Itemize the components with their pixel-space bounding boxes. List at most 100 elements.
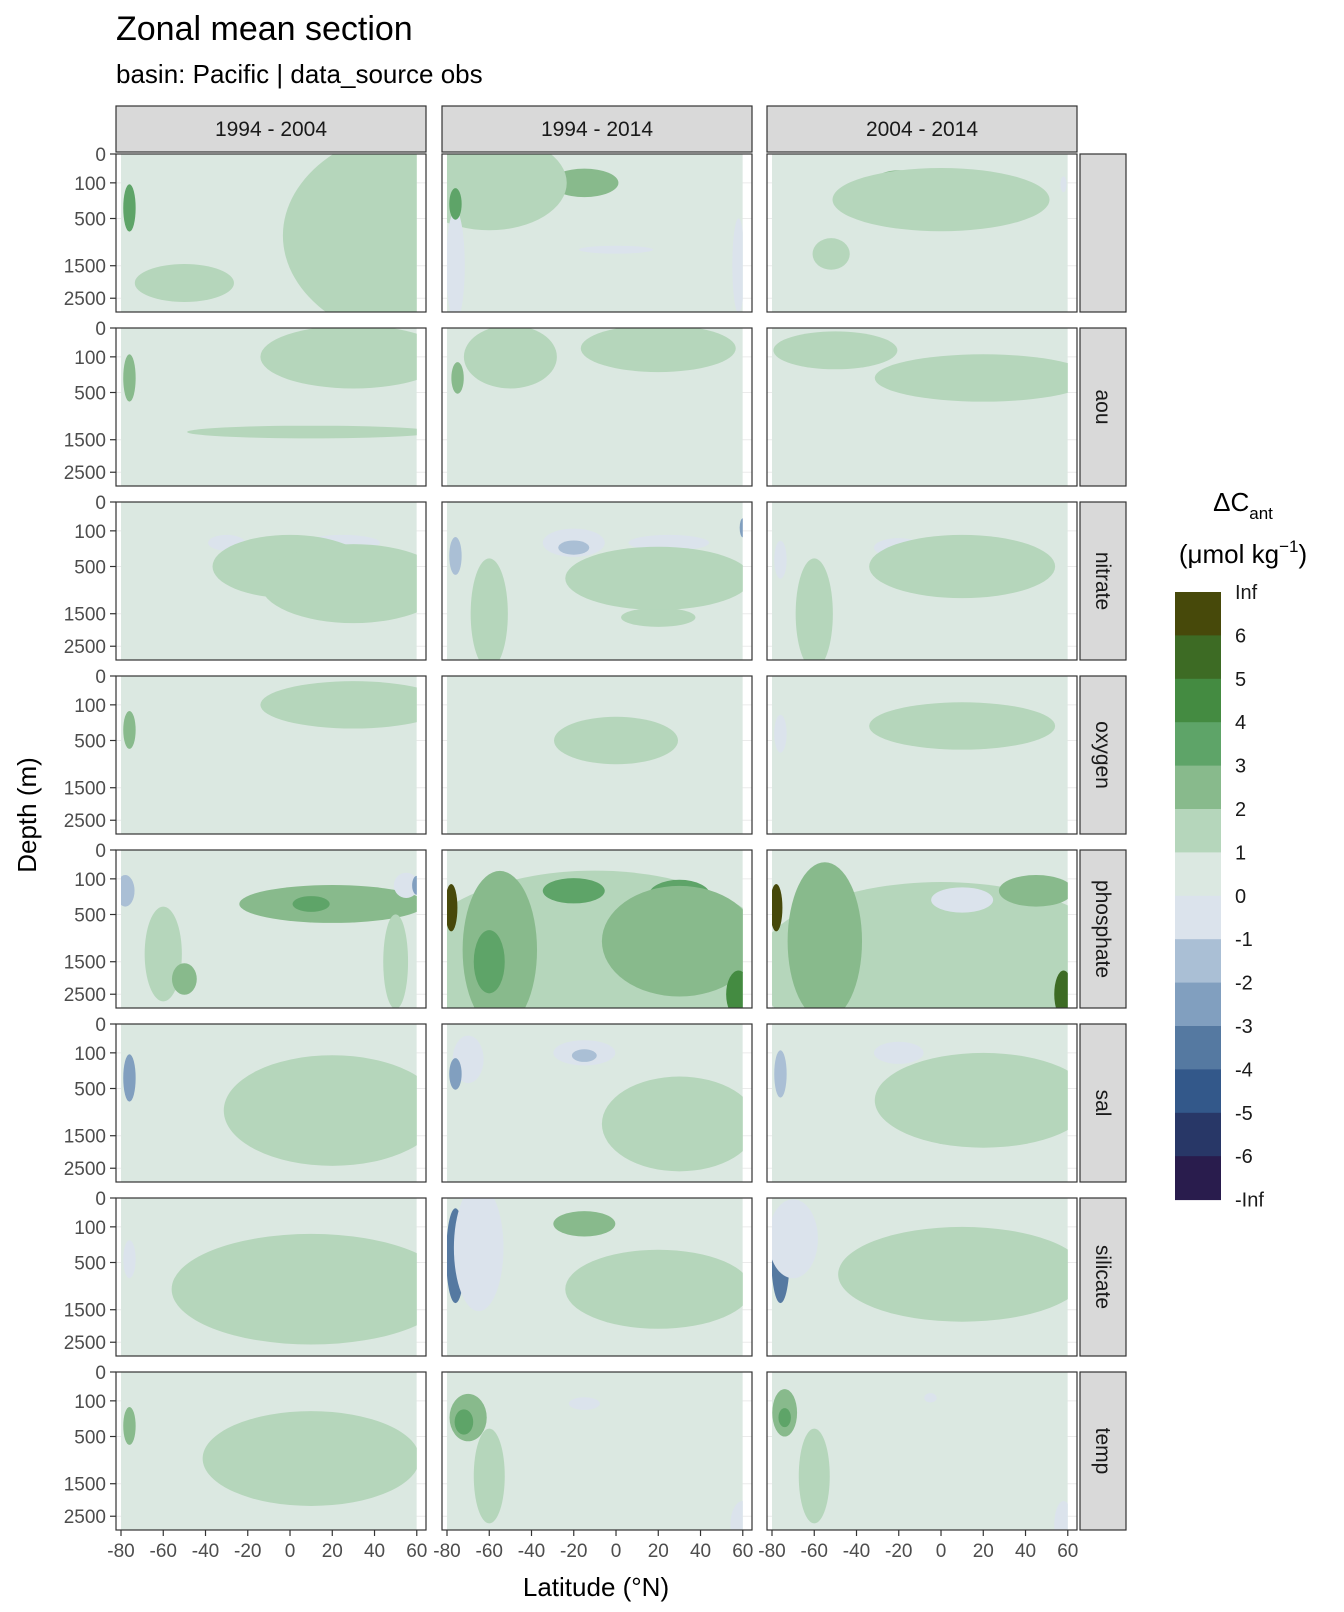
y-tick-label: 1500 xyxy=(64,257,106,278)
y-tick-label: 1500 xyxy=(64,431,106,452)
y-tick-label: 100 xyxy=(74,1044,106,1065)
column-strip xyxy=(766,105,1078,153)
legend-label: 4 xyxy=(1235,712,1246,734)
facet-panel xyxy=(115,675,427,835)
contour-feature xyxy=(621,607,696,627)
contour-feature xyxy=(123,1407,136,1445)
contour-feature xyxy=(772,884,783,932)
panel-data xyxy=(447,154,743,312)
facet-panel xyxy=(441,501,753,661)
contour-feature xyxy=(1054,1500,1068,1530)
contour-feature xyxy=(449,188,462,220)
legend-swatch xyxy=(1175,1112,1221,1157)
contour-feature xyxy=(772,1199,818,1279)
contour-feature xyxy=(874,354,1068,402)
contour-feature xyxy=(773,331,898,370)
x-tick-label: -40 xyxy=(843,1541,870,1562)
chart-title: Zonal mean section xyxy=(116,10,413,48)
panel-border xyxy=(115,1197,427,1357)
legend-swatch xyxy=(1175,765,1221,810)
panel-border xyxy=(441,327,753,487)
facet-panel xyxy=(441,1371,753,1531)
contour-feature xyxy=(812,238,850,270)
y-tick-label: 0 xyxy=(95,319,106,340)
contour-feature xyxy=(454,1409,474,1435)
contour-feature xyxy=(558,540,590,555)
panel-data xyxy=(121,1024,417,1182)
legend-unit: (μmol kg−1) xyxy=(1179,537,1307,569)
x-tick-label: -60 xyxy=(150,1541,177,1562)
legend-swatch xyxy=(1175,982,1221,1027)
x-tick-label: 0 xyxy=(611,1541,622,1562)
panel-border xyxy=(115,501,427,661)
contour-feature xyxy=(998,875,1068,907)
panel-base-field xyxy=(772,676,1068,834)
facet-panel xyxy=(115,327,427,487)
panel-border xyxy=(441,1023,753,1183)
contour-feature xyxy=(578,245,654,254)
contour-feature xyxy=(732,218,743,312)
legend-unit-close: ) xyxy=(1298,539,1307,569)
contour-feature xyxy=(774,540,787,579)
contour-feature xyxy=(832,168,1050,232)
panel-border xyxy=(115,849,427,1009)
contour-feature xyxy=(798,1428,830,1524)
x-tick-label: 20 xyxy=(973,1541,994,1562)
contour-feature xyxy=(123,1054,136,1102)
x-tick-label: 40 xyxy=(1015,1541,1036,1562)
panel-data xyxy=(121,502,417,660)
contour-feature xyxy=(554,716,679,765)
panel-data xyxy=(772,1372,1068,1530)
legend-label: Inf xyxy=(1235,582,1258,604)
contour-feature xyxy=(470,558,508,660)
contour-feature xyxy=(874,1052,1068,1148)
row-strip xyxy=(1079,1023,1127,1183)
legend-label: 5 xyxy=(1235,669,1246,691)
facet-panel xyxy=(766,1197,1078,1357)
x-tick-label: 20 xyxy=(648,1541,669,1562)
column-strip-label: 2004 - 2014 xyxy=(866,118,978,141)
contour-feature xyxy=(931,887,994,913)
facet-panel xyxy=(766,327,1078,487)
panel-data xyxy=(447,328,743,486)
facet-panel xyxy=(115,1023,427,1183)
contour-feature xyxy=(123,354,136,402)
row-strips: aou nitrate oxygen phosphate sal silicate temp xyxy=(1079,153,1127,1531)
row-strip xyxy=(1079,153,1127,313)
panel-data xyxy=(447,850,743,1008)
contour-feature xyxy=(565,546,743,610)
x-tick-label: 60 xyxy=(1057,1541,1078,1562)
panel-data xyxy=(772,676,1068,834)
legend-swatch xyxy=(1175,809,1221,853)
contour-feature xyxy=(730,1500,743,1530)
legend-swatch xyxy=(1175,1026,1221,1070)
legend-unit-text: (μmol kg xyxy=(1179,539,1279,569)
legend-label: -6 xyxy=(1235,1146,1253,1168)
y-tick-label: 2500 xyxy=(64,1333,106,1354)
row-strip xyxy=(1079,327,1127,487)
panel-border xyxy=(766,1023,1078,1183)
panel-border xyxy=(441,1371,753,1531)
y-tick-label: 100 xyxy=(74,1218,106,1239)
contour-feature xyxy=(282,154,417,312)
row-strip-label: aou xyxy=(1091,389,1114,424)
facet-panel xyxy=(441,849,753,1009)
contour-feature xyxy=(601,885,743,997)
contour-feature xyxy=(571,1049,597,1062)
panel-data xyxy=(121,154,417,312)
contour-feature xyxy=(795,558,833,660)
y-tick-label: 100 xyxy=(74,1392,106,1413)
legend-label: -1 xyxy=(1235,929,1253,951)
x-tick-label: -20 xyxy=(560,1541,587,1562)
y-tick-label: 0 xyxy=(95,493,106,514)
y-tick-label: 0 xyxy=(95,1189,106,1210)
y-tick-label: 2500 xyxy=(64,1159,106,1180)
column-strip xyxy=(115,105,427,153)
contour-feature xyxy=(123,184,136,232)
contour-feature xyxy=(787,862,863,1008)
y-tick-label: 100 xyxy=(74,522,106,543)
legend-label: -4 xyxy=(1235,1059,1253,1081)
row-strip xyxy=(1079,849,1127,1009)
legend-label: 3 xyxy=(1235,756,1246,778)
panel-border xyxy=(115,675,427,835)
